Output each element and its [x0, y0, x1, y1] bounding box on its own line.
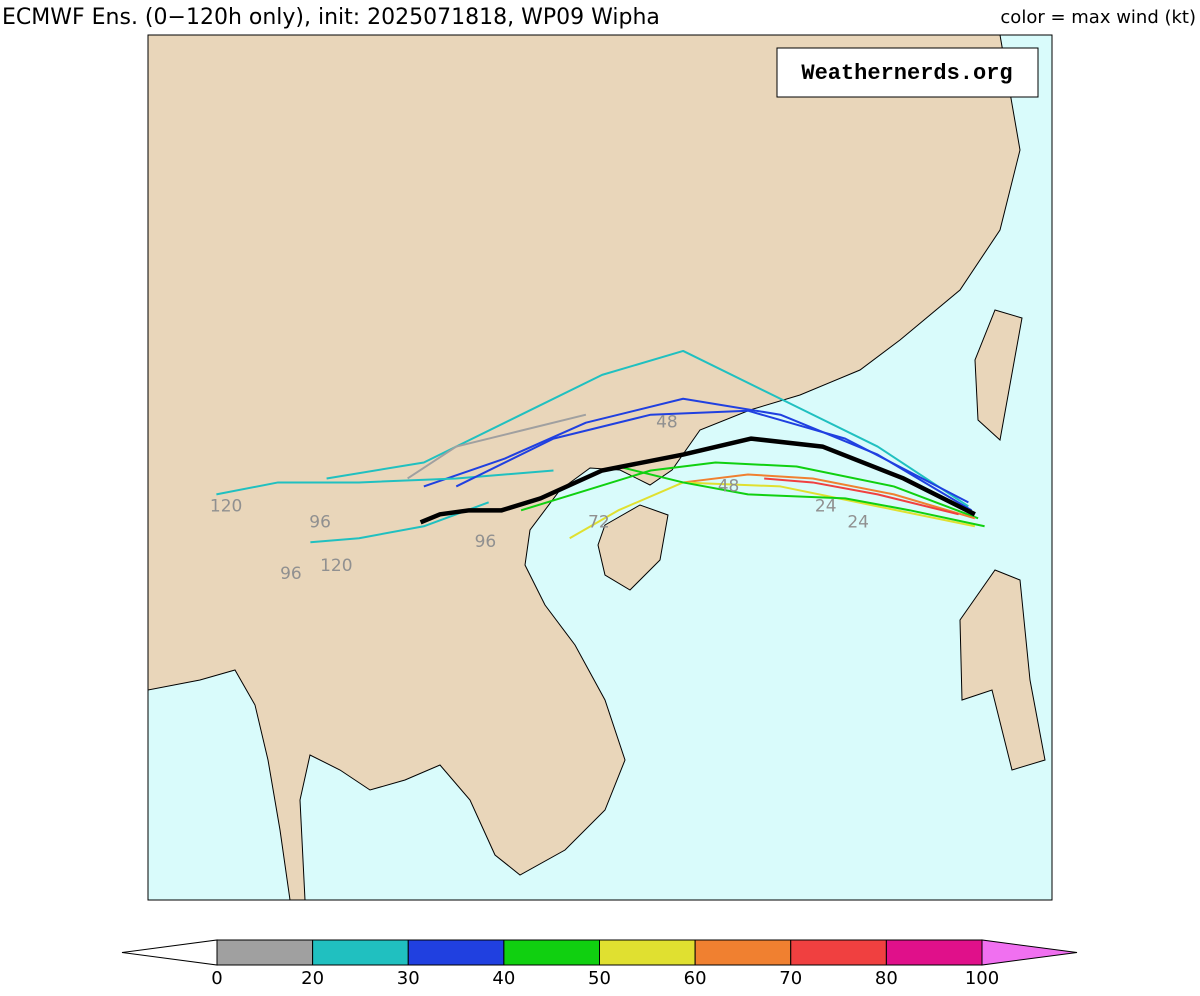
colorbar-segment	[885, 939, 983, 966]
colorbar-over	[981, 939, 1078, 966]
luzon	[959, 569, 1046, 771]
ensemble-track	[618, 465, 985, 528]
legend-title: color = max wind (kt)	[1000, 7, 1196, 28]
colorbar-segment	[216, 939, 314, 966]
colorbar-label: 30	[397, 968, 420, 989]
ensemble-track	[407, 413, 587, 480]
colorbar-label: 100	[965, 968, 999, 989]
land	[148, 35, 1046, 900]
colorbar-segment	[694, 939, 792, 966]
colorbar-under	[121, 939, 218, 966]
ensemble-track	[216, 469, 554, 496]
watermark: Weathernerds.org	[801, 61, 1012, 86]
colorbar-label: 60	[684, 968, 707, 989]
colorbar-label: 50	[588, 968, 611, 989]
taiwan	[974, 309, 1023, 441]
hour-label: 96	[475, 532, 497, 552]
colorbar-segment	[599, 939, 696, 966]
hour-label: 48	[718, 476, 740, 496]
colorbar-label: 0	[211, 968, 222, 989]
ensemble-track	[569, 481, 976, 540]
hour-label: 96	[280, 564, 302, 584]
ensemble-track	[520, 461, 979, 520]
hour-label: 120	[320, 556, 352, 576]
hour-label: 24	[847, 512, 869, 532]
mainland	[148, 35, 1021, 900]
colorbar-segment	[790, 939, 887, 966]
colorbar-segment	[312, 939, 409, 966]
mean-track	[419, 436, 976, 525]
ensemble-track	[326, 349, 969, 508]
hour-label: 120	[210, 496, 242, 516]
ensemble-track	[455, 409, 969, 504]
hour-label: 96	[309, 512, 331, 532]
colorbar-segment	[503, 939, 600, 966]
colorbar-label: 40	[492, 968, 515, 989]
colorbar-label: 80	[875, 968, 898, 989]
colorbar-label: 70	[779, 968, 802, 989]
hainan	[597, 504, 669, 591]
tracks: 120 96 120 96 96 24 24 48 48 72	[210, 349, 985, 584]
hour-label: 48	[656, 413, 678, 433]
hour-label: 72	[588, 512, 610, 532]
colorbar-label: 20	[301, 968, 324, 989]
colorbar-segment	[407, 939, 505, 966]
ensemble-track	[683, 473, 976, 520]
colorbar: 0 20 30 40 50 60 70 80 100	[121, 939, 1078, 989]
watermark-box	[776, 47, 1039, 98]
hour-label: 24	[815, 496, 837, 516]
map-frame	[147, 34, 1053, 901]
title: ECMWF Ens. (0−120h only), init: 20250718…	[2, 5, 660, 30]
ensemble-track	[764, 477, 959, 516]
